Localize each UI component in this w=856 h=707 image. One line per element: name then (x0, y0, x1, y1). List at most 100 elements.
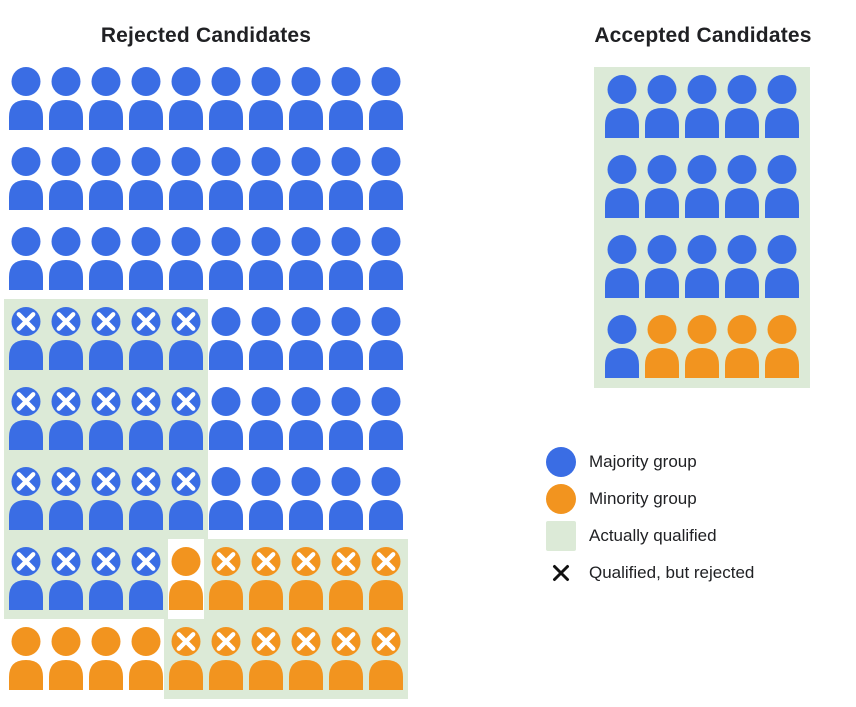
majority-swatch (546, 447, 576, 477)
person-icon (327, 467, 365, 530)
person-icon (47, 147, 85, 210)
person-icon-qualified-rejected (127, 467, 165, 530)
person-icon (127, 627, 165, 690)
person-icon (207, 147, 245, 210)
person-icon-qualified-rejected (7, 387, 45, 450)
person-icon (683, 155, 721, 218)
person-icon-qualified-rejected (127, 387, 165, 450)
person-icon (643, 315, 681, 378)
person-icon (287, 67, 325, 130)
qualified-region (164, 619, 408, 699)
qualified-region (4, 299, 208, 539)
rejected-x-icon (546, 558, 576, 588)
person-icon (763, 315, 801, 378)
person-icon (247, 227, 285, 290)
person-icon (167, 147, 205, 210)
person-icon (247, 467, 285, 530)
qualified-swatch (546, 521, 576, 551)
person-icon (763, 235, 801, 298)
legend-item-majority: Majority group (546, 447, 754, 477)
person-icon-qualified-rejected (367, 547, 405, 610)
person-icon-qualified-rejected (207, 627, 245, 690)
person-icon (167, 547, 205, 610)
person-icon-qualified-rejected (87, 547, 125, 610)
person-icon (763, 155, 801, 218)
legend-label-qualified: Actually qualified (589, 526, 717, 545)
person-icon (167, 227, 205, 290)
person-icon (367, 227, 405, 290)
person-icon-qualified-rejected (127, 547, 165, 610)
person-icon (367, 67, 405, 130)
person-icon-qualified-rejected (207, 547, 245, 610)
person-icon-qualified-rejected (87, 467, 125, 530)
person-icon-qualified-rejected (7, 467, 45, 530)
person-icon-qualified-rejected (87, 387, 125, 450)
person-icon (207, 307, 245, 370)
minority-swatch (546, 484, 576, 514)
person-icon (247, 147, 285, 210)
person-icon-qualified-rejected (327, 547, 365, 610)
person-icon (207, 67, 245, 130)
accepted-title: Accepted Candidates (594, 24, 812, 47)
person-icon-qualified-rejected (167, 387, 205, 450)
person-icon (643, 235, 681, 298)
person-icon (367, 147, 405, 210)
person-icon (287, 147, 325, 210)
person-icon-qualified-rejected (47, 547, 85, 610)
person-icon (47, 227, 85, 290)
legend-label-rejected-x: Qualified, but rejected (589, 563, 755, 582)
person-icon-qualified-rejected (287, 627, 325, 690)
person-icon (87, 67, 125, 130)
person-icon (603, 235, 641, 298)
person-icon-qualified-rejected (247, 627, 285, 690)
person-icon (207, 227, 245, 290)
person-icon (763, 75, 801, 138)
person-icon (327, 67, 365, 130)
person-icon (327, 147, 365, 210)
legend-item-rejected-x: Qualified, but rejected (546, 558, 754, 588)
person-icon (643, 75, 681, 138)
person-icon-qualified-rejected (87, 307, 125, 370)
rejected-grid (4, 67, 408, 699)
person-icon (287, 227, 325, 290)
person-icon (207, 467, 245, 530)
person-icon (7, 147, 45, 210)
person-icon (167, 67, 205, 130)
person-icon-qualified-rejected (247, 547, 285, 610)
person-icon-qualified-rejected (127, 307, 165, 370)
person-icon (327, 227, 365, 290)
legend-label-majority: Majority group (589, 452, 697, 471)
legend: Majority group Minority group Actually q… (546, 447, 754, 595)
person-icon (127, 227, 165, 290)
person-icon-qualified-rejected (7, 547, 45, 610)
person-icon (87, 227, 125, 290)
person-icon (247, 67, 285, 130)
person-icon (87, 147, 125, 210)
legend-label-minority: Minority group (589, 489, 697, 508)
person-icon-qualified-rejected (47, 387, 85, 450)
person-icon-qualified-rejected (367, 627, 405, 690)
person-icon (603, 155, 641, 218)
person-icon-qualified-rejected (47, 467, 85, 530)
person-icon (47, 67, 85, 130)
person-icon (207, 387, 245, 450)
person-icon (127, 67, 165, 130)
person-icon-qualified-rejected (167, 307, 205, 370)
person-icon (7, 67, 45, 130)
person-icon (327, 307, 365, 370)
person-icon-qualified-rejected (7, 307, 45, 370)
person-icon-qualified-rejected (47, 307, 85, 370)
person-icon-qualified-rejected (327, 627, 365, 690)
legend-item-qualified: Actually qualified (546, 521, 754, 551)
person-icon (603, 315, 641, 378)
person-icon (683, 75, 721, 138)
person-icon (327, 387, 365, 450)
person-icon (643, 155, 681, 218)
person-icon (603, 75, 641, 138)
person-icon (127, 147, 165, 210)
person-icon (7, 627, 45, 690)
person-icon (87, 627, 125, 690)
person-icon (47, 627, 85, 690)
accepted-grid (594, 67, 810, 388)
rejected-title: Rejected Candidates (100, 24, 312, 47)
